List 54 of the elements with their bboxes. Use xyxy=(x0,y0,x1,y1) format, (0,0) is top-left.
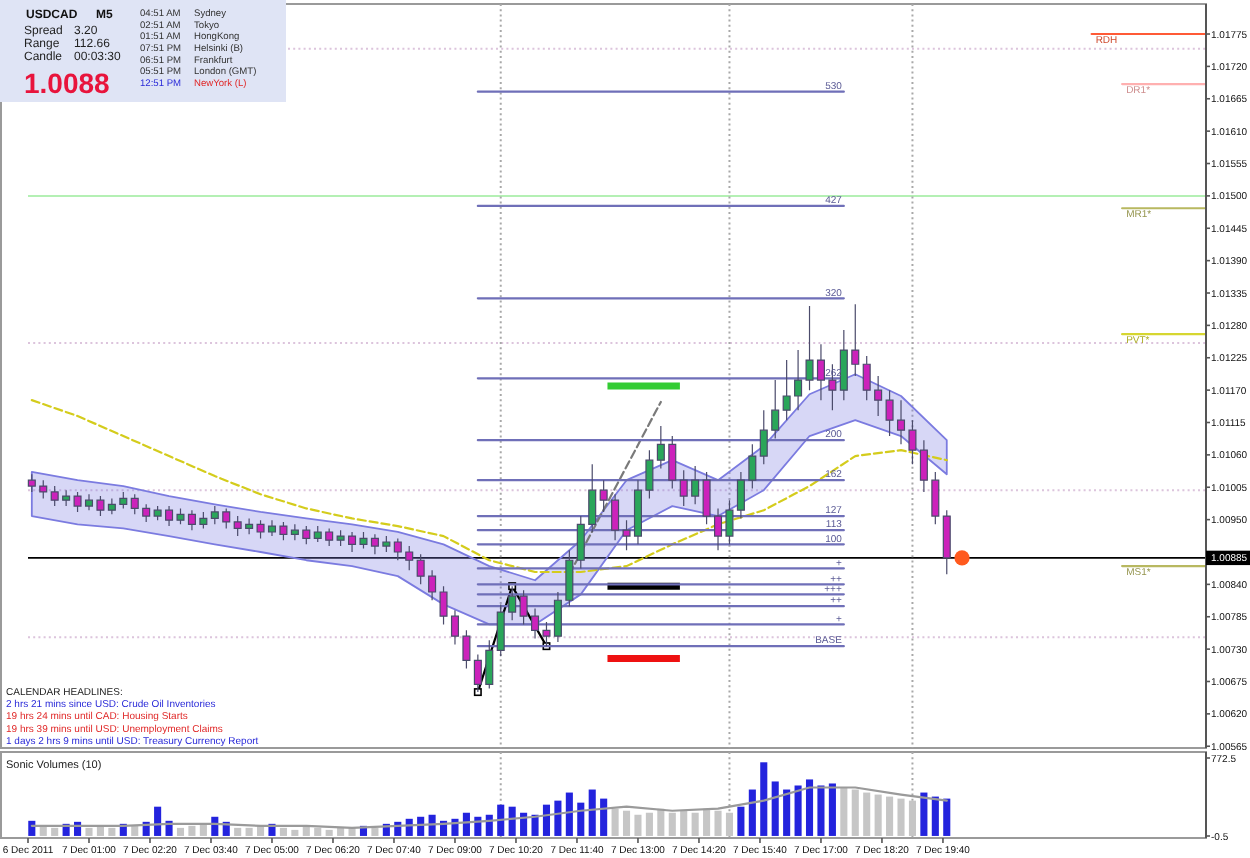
bar xyxy=(680,810,688,836)
bar xyxy=(668,812,676,836)
bar xyxy=(874,794,882,836)
bar xyxy=(85,827,93,836)
bar xyxy=(737,806,745,836)
bar xyxy=(371,827,379,836)
bar xyxy=(611,808,619,836)
bar xyxy=(805,779,814,836)
bar xyxy=(154,806,162,836)
bar xyxy=(828,783,836,836)
bar xyxy=(691,812,699,836)
bar xyxy=(176,827,185,836)
bar xyxy=(897,798,905,836)
bar xyxy=(554,800,562,836)
bar xyxy=(622,810,631,836)
bar xyxy=(588,789,596,836)
bar xyxy=(760,762,768,836)
bar xyxy=(943,798,951,836)
bar xyxy=(234,827,242,836)
bar xyxy=(840,787,848,836)
bar xyxy=(314,827,322,836)
bar xyxy=(279,827,287,836)
bar xyxy=(725,812,734,836)
bar xyxy=(748,789,756,836)
bar xyxy=(577,802,585,836)
bar xyxy=(863,792,871,836)
bar xyxy=(783,789,791,836)
bar xyxy=(714,810,722,836)
bar xyxy=(817,785,825,836)
bar xyxy=(565,792,573,836)
bar xyxy=(657,808,665,836)
bar xyxy=(908,800,916,836)
bar xyxy=(497,804,505,836)
bar xyxy=(851,789,859,836)
bar xyxy=(931,796,939,836)
bar xyxy=(108,827,116,836)
point xyxy=(954,550,970,566)
bar xyxy=(634,814,642,836)
bar xyxy=(291,829,299,836)
bar xyxy=(245,827,253,836)
bar xyxy=(920,792,928,836)
line-series xyxy=(30,786,948,829)
bar xyxy=(325,829,333,836)
bar xyxy=(794,785,802,836)
bar xyxy=(51,827,59,836)
bar xyxy=(188,825,196,836)
bar xyxy=(508,806,516,836)
bar xyxy=(542,804,551,836)
line-series xyxy=(30,399,948,574)
bar xyxy=(771,781,779,836)
candlestick xyxy=(942,509,951,575)
bar xyxy=(600,798,608,836)
bar xyxy=(131,825,139,836)
annotation: 1.0088 xyxy=(24,67,111,99)
